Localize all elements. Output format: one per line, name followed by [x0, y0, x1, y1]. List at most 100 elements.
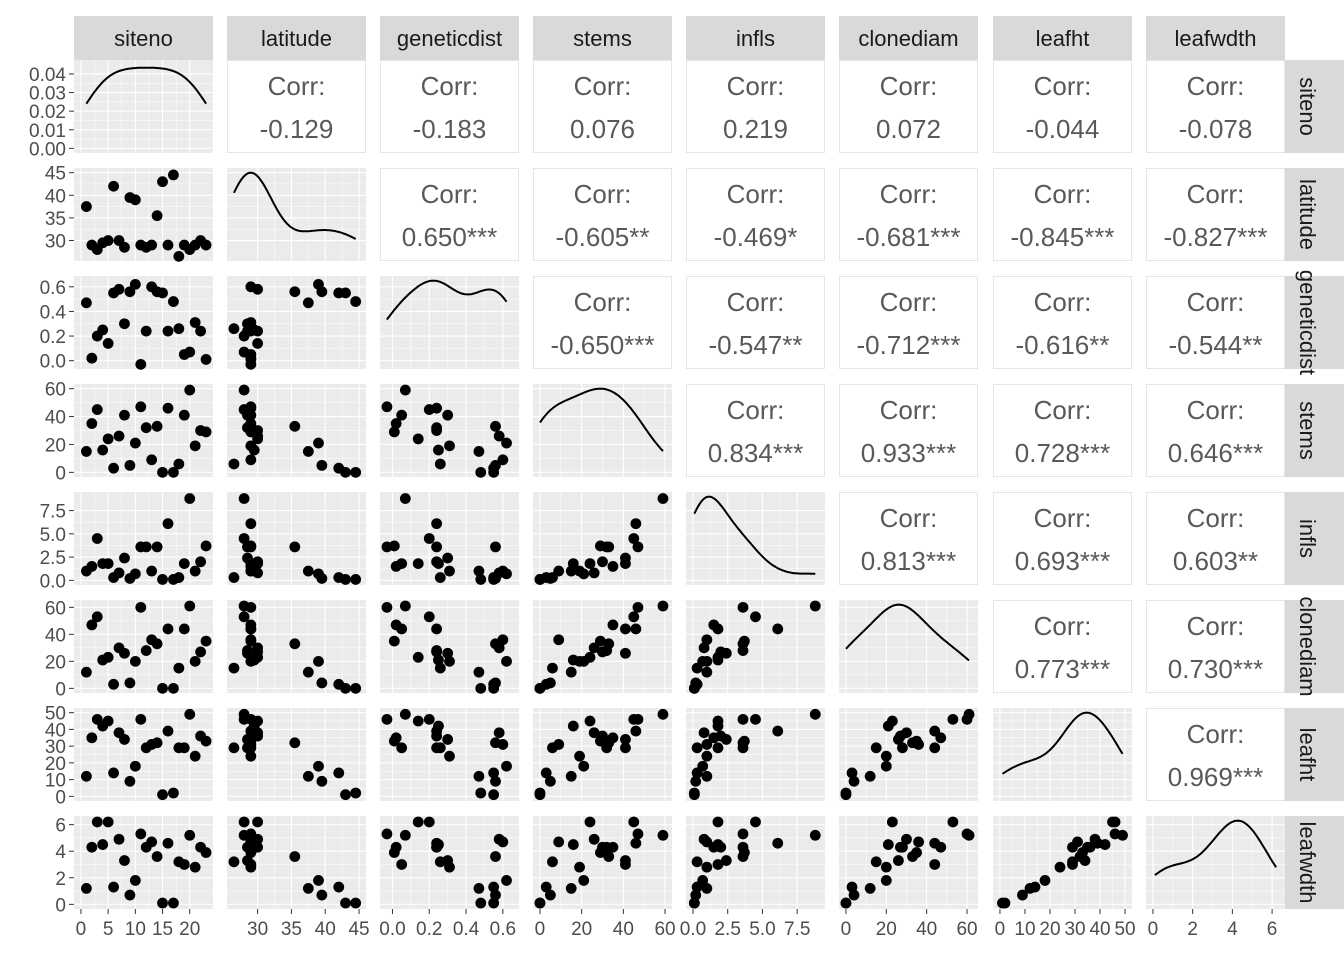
corr-label: Corr:	[1187, 287, 1245, 317]
data-point	[157, 682, 168, 694]
data-point	[929, 742, 941, 754]
data-point	[97, 839, 109, 850]
data-point	[129, 655, 141, 667]
points-leafwdth-vs-stems	[534, 816, 669, 909]
data-point	[870, 856, 882, 868]
data-point	[151, 420, 163, 432]
data-point	[895, 730, 906, 742]
data-point	[588, 727, 600, 739]
grid-lines	[686, 600, 825, 693]
data-point	[195, 556, 207, 568]
data-point	[434, 458, 446, 470]
data-point	[620, 734, 631, 745]
data-point	[444, 655, 455, 667]
density-panel-latitude	[227, 168, 366, 261]
data-point	[140, 541, 152, 553]
data-point	[350, 466, 362, 478]
y-tick-label: 20	[45, 754, 66, 775]
data-point	[173, 323, 185, 335]
x-tick-label: 4	[1227, 919, 1238, 940]
data-point	[690, 775, 702, 787]
data-point	[882, 839, 894, 850]
data-point	[750, 816, 761, 828]
data-point	[444, 565, 455, 577]
corr-label: Corr:	[1034, 611, 1092, 641]
x-tick-label: 60	[654, 919, 675, 940]
data-point	[630, 623, 642, 635]
data-point	[252, 646, 264, 658]
data-point	[184, 600, 196, 612]
data-point	[113, 567, 125, 579]
data-point	[238, 346, 250, 358]
data-point	[697, 875, 709, 886]
data-point	[381, 713, 393, 725]
strip-label-leafwdth: leafwdth	[1175, 26, 1257, 51]
data-point	[870, 742, 882, 754]
grid-lines	[533, 492, 672, 585]
data-point	[184, 829, 196, 841]
points-leafht-vs-infls	[688, 708, 821, 801]
data-point	[302, 565, 314, 577]
data-point	[396, 623, 408, 635]
data-point	[880, 861, 892, 873]
corr-value: 0.813***	[861, 546, 956, 576]
data-point	[697, 760, 709, 772]
data-point	[388, 735, 400, 747]
data-point	[189, 317, 201, 328]
y-tick-label: 0	[55, 679, 66, 700]
data-point	[289, 286, 301, 298]
data-point	[431, 556, 443, 568]
x-tick-label: 0	[76, 919, 87, 940]
data-point	[173, 458, 185, 470]
data-point	[245, 426, 257, 438]
data-point	[189, 861, 201, 873]
data-point	[720, 855, 732, 866]
data-point	[688, 787, 700, 799]
corr-label: Corr:	[421, 71, 479, 101]
data-point	[245, 847, 257, 858]
data-point	[302, 883, 314, 894]
data-point	[135, 401, 147, 413]
data-point	[113, 833, 125, 845]
data-point	[630, 518, 642, 530]
data-point	[738, 847, 750, 858]
data-point	[124, 459, 136, 471]
points-clonediam-vs-latitude	[228, 600, 362, 694]
data-point	[162, 623, 174, 635]
data-point	[146, 565, 158, 577]
data-point	[381, 401, 393, 413]
strip-right-latitude	[1284, 168, 1344, 261]
points-geneticdist-vs-latitude	[228, 278, 362, 370]
data-point	[388, 635, 400, 647]
strip-label-right-geneticdist: geneticdist	[1295, 270, 1320, 375]
data-point	[809, 708, 821, 720]
data-point	[108, 678, 119, 690]
y-tick-label: 50	[45, 704, 66, 725]
data-point	[431, 646, 443, 658]
data-point	[86, 561, 98, 572]
corr-panel	[380, 60, 519, 153]
data-point	[119, 647, 130, 659]
corr-label: Corr:	[1034, 287, 1092, 317]
points-latitude-vs-siteno	[80, 169, 212, 262]
data-point	[1084, 841, 1096, 853]
data-point	[632, 828, 644, 840]
data-point	[108, 881, 119, 893]
data-point	[381, 601, 393, 613]
data-point	[113, 430, 125, 442]
corr-label: Corr:	[727, 395, 785, 425]
data-point	[553, 634, 565, 646]
data-point	[162, 725, 174, 737]
data-point	[497, 454, 509, 466]
y-tick-label: 0.02	[29, 102, 66, 123]
data-point	[431, 623, 443, 635]
strip-top-infls	[686, 16, 825, 60]
data-point	[620, 623, 631, 635]
x-tick-label: 5	[103, 919, 114, 940]
x-tick-label: 40	[916, 919, 937, 940]
data-point	[340, 682, 351, 694]
data-point	[574, 655, 585, 667]
corr-value: -0.845***	[1010, 222, 1114, 252]
data-point	[86, 352, 98, 364]
data-point	[162, 239, 174, 251]
